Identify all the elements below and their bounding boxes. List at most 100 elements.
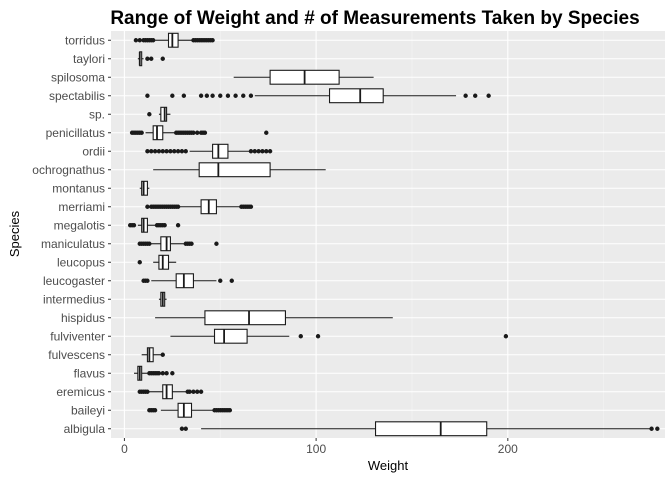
box-iqr [374, 421, 488, 437]
outlier-point [145, 389, 150, 394]
box-ordii [145, 143, 273, 159]
box-fulviventer [170, 328, 509, 344]
x-tick-labels: 0 100 200 [121, 438, 518, 456]
boxes-layer [127, 32, 660, 437]
outlier-point [264, 130, 269, 135]
y-axis-title: Species [7, 210, 22, 257]
y-tick-label: hispidus [61, 311, 105, 325]
box-intermedius [158, 291, 167, 307]
outlier-point [486, 93, 491, 98]
y-tick-label: sp. [89, 107, 105, 121]
y-tick-label: taylori [73, 52, 105, 66]
outlier-point [170, 371, 175, 376]
outlier-point [189, 241, 194, 246]
outlier-point [183, 149, 188, 154]
outlier-point [198, 389, 204, 394]
outlier-point [204, 93, 210, 98]
y-tick-label: penicillatus [46, 126, 105, 140]
outlier-point [264, 149, 269, 154]
outlier-point [137, 38, 142, 43]
outlier-point [160, 149, 165, 154]
box-iqr [213, 328, 248, 344]
box-hispidus [155, 310, 393, 326]
box-montanus [139, 180, 150, 196]
outlier-point [149, 149, 154, 154]
box-albigula [179, 421, 660, 437]
plot-panel [111, 31, 665, 438]
box-flavus [134, 365, 175, 381]
box-iqr [198, 162, 271, 178]
box-penicillatus [129, 125, 269, 141]
outlier-point [229, 278, 234, 283]
outlier-point [256, 149, 261, 154]
box-iqr [212, 143, 229, 159]
box-taylori [137, 51, 165, 67]
box-sp [147, 106, 171, 122]
outlier-point [473, 93, 478, 98]
chart-title: Range of Weight and # of Measurements Ta… [110, 8, 639, 29]
outlier-point [150, 38, 156, 43]
x-tick-label: 100 [306, 442, 326, 456]
outlier-point [152, 408, 158, 413]
box-ochrognathus [153, 162, 326, 178]
outlier-point [145, 278, 150, 283]
outlier-point [315, 334, 321, 339]
y-tick-label: leucogaster [43, 274, 105, 288]
outlier-point [147, 241, 152, 246]
outlier-point [260, 149, 265, 154]
outlier-point [202, 130, 208, 135]
box-iqr [160, 106, 168, 122]
outlier-point [248, 93, 254, 98]
box-leucopus [137, 254, 177, 270]
outlier-point [175, 223, 181, 228]
outlier-point [145, 93, 150, 98]
outlier-point [137, 260, 142, 265]
outlier-point [298, 334, 303, 339]
outlier-point [233, 93, 238, 98]
outlier-point [147, 112, 152, 117]
outlier-point [248, 204, 254, 209]
outlier-point [252, 149, 257, 154]
outlier-point [191, 130, 196, 135]
outlier-point [156, 371, 162, 376]
box-spectabilis [145, 88, 491, 104]
box-fulvescens [141, 347, 165, 363]
box-iqr [204, 310, 286, 326]
y-tick-label: baileyi [71, 403, 105, 417]
outlier-point [187, 389, 192, 394]
y-tick-label: fulvescens [48, 348, 105, 362]
y-tick-label: ochrognathus [32, 163, 105, 177]
y-tick-label: spectabilis [49, 89, 105, 103]
outlier-point [195, 130, 200, 135]
y-tick-label: megalotis [54, 218, 105, 232]
y-tick-label: leucopus [57, 255, 105, 269]
outlier-point [225, 93, 231, 98]
outlier-point [164, 149, 169, 154]
outlier-point [503, 334, 509, 339]
y-tick-labels: albigula baileyi eremicus flavus fulvescens f… [32, 33, 111, 436]
outlier-point [198, 93, 204, 98]
y-tick-label: montanus [52, 181, 105, 195]
box-iqr [146, 347, 154, 363]
outlier-point [160, 352, 165, 357]
box-eremicus [137, 384, 204, 400]
outlier-point [463, 93, 468, 98]
box-iqr [160, 236, 171, 252]
outlier-point [133, 38, 139, 43]
outlier-point [191, 389, 196, 394]
outlier-point [218, 93, 223, 98]
box-iqr [177, 402, 193, 418]
box-iqr [167, 32, 179, 48]
box-spilosoma [233, 69, 374, 85]
outlier-point [149, 56, 154, 61]
box-maniculatus [137, 236, 219, 252]
outlier-point [241, 93, 246, 98]
y-tick-label: fulviventer [50, 329, 105, 343]
outlier-point [181, 93, 187, 98]
grid-lines [111, 31, 665, 438]
outlier-point [131, 223, 137, 228]
outlier-point [162, 223, 167, 228]
outlier-point [210, 93, 215, 98]
box-iqr [162, 384, 173, 400]
